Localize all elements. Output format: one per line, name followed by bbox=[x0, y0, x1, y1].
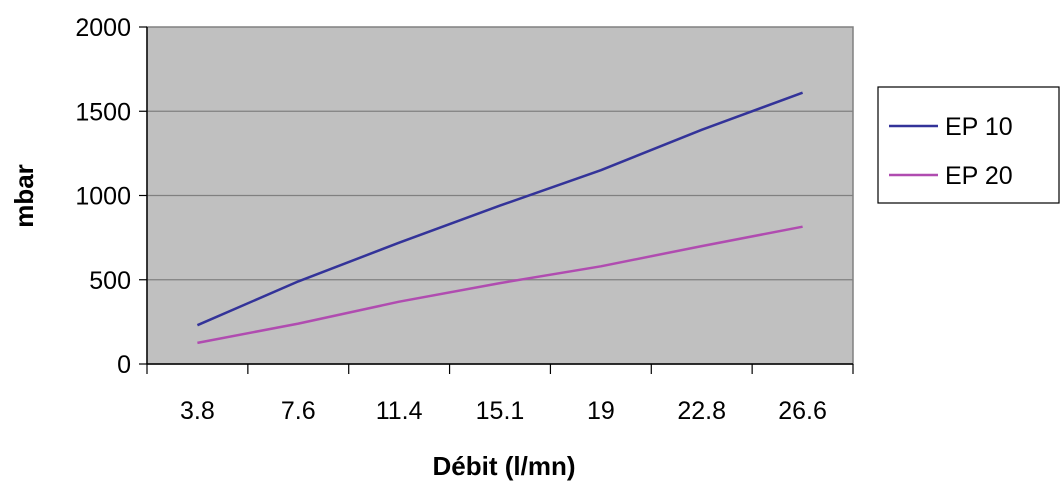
series-line-ep20 bbox=[197, 225, 803, 345]
axes bbox=[139, 26, 854, 374]
y-tick-label: 2000 bbox=[75, 14, 131, 42]
x-tick-label: 26.6 bbox=[778, 397, 827, 425]
x-tick-label: 11.4 bbox=[376, 397, 423, 425]
tick-labels: 0 500 1000 1500 2000 3.8 7.6 11.4 15.1 19 22.8 26.6 bbox=[75, 14, 827, 425]
series-lines bbox=[196, 91, 804, 345]
y-tick-label: 0 bbox=[117, 351, 131, 379]
gridlines bbox=[147, 110, 853, 281]
legend: EP 10 EP 20 bbox=[877, 86, 1060, 204]
x-tick-label: 15.1 bbox=[476, 397, 525, 425]
x-tick-label: 22.8 bbox=[677, 397, 726, 425]
y-tick-label: 1000 bbox=[75, 183, 131, 211]
legend-box bbox=[877, 86, 1060, 204]
x-tick-label: 19 bbox=[587, 397, 615, 425]
series-line-ep10 bbox=[196, 91, 804, 327]
x-tick-label: 3.8 bbox=[180, 397, 215, 425]
legend-label-ep20: EP 20 bbox=[945, 162, 1013, 190]
x-tick-label: 7.6 bbox=[281, 397, 316, 425]
legend-label-ep10: EP 10 bbox=[945, 113, 1013, 141]
y-tick-label: 1500 bbox=[75, 98, 131, 126]
y-axis-title: mbar bbox=[9, 164, 39, 228]
y-tick-label: 500 bbox=[89, 267, 131, 295]
x-axis-title: Débit (l/mn) bbox=[433, 451, 576, 481]
